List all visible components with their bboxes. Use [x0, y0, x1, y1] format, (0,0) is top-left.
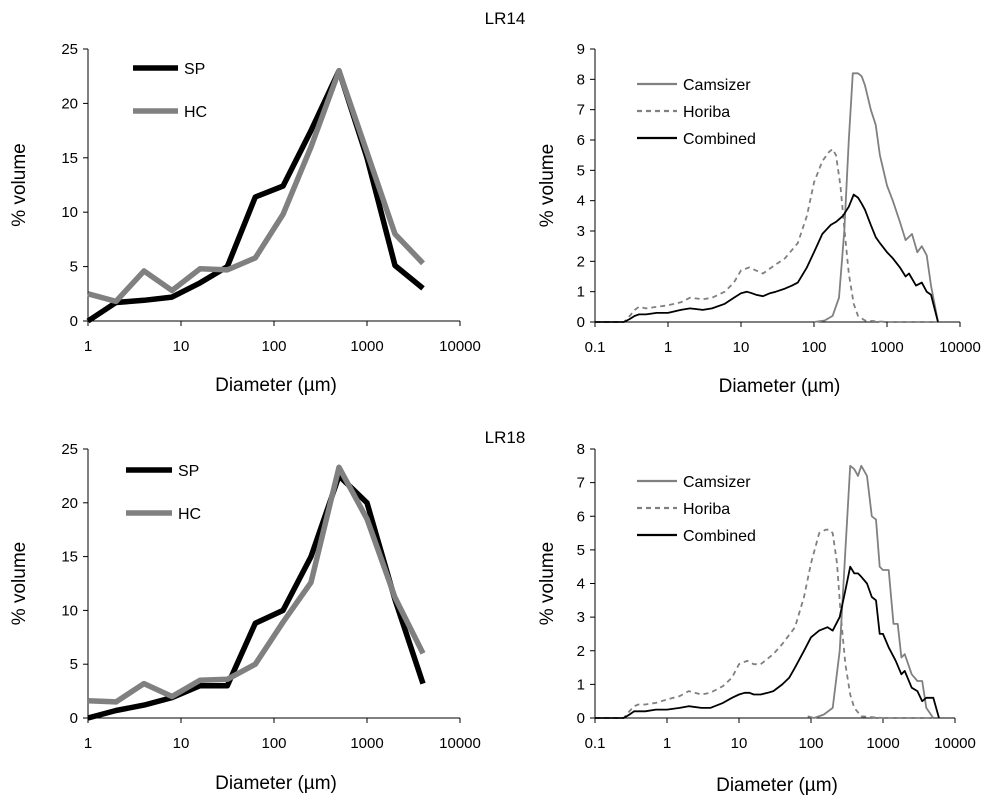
y-tick-label: 7 [577, 102, 585, 119]
x-tick-label: 1 [663, 735, 671, 752]
legend-label-horiba: Horiba [683, 501, 730, 518]
x-axis-label: Diameter (µm) [716, 775, 838, 796]
y-tick-label: 2 [577, 643, 585, 660]
series-line-horiba [595, 528, 934, 719]
chart-panel-4: 0 1 2 3 4 5 6 7 8 0.1 1 10 100 1000 10000 Diameter (µm)… [537, 441, 976, 796]
x-tick-label: 1 [84, 735, 92, 752]
y-axis-label: % volume [9, 542, 30, 625]
legend-label-combined: Combined [683, 528, 756, 545]
y-tick-label: 0 [577, 314, 585, 331]
x-tick-label: 10 [173, 338, 190, 355]
legend: SP HC [126, 463, 201, 523]
x-tick-label: 10000 [439, 338, 481, 355]
y-tick-label: 5 [577, 162, 585, 179]
y-tick-label: 5 [70, 259, 78, 276]
x-tick-label: 1 [84, 338, 92, 355]
y-tick-label: 0 [70, 313, 78, 330]
y-tick-label: 7 [577, 475, 585, 492]
x-tick-label: 0.1 [585, 735, 606, 752]
y-tick-label: 5 [577, 542, 585, 559]
y-tick-label: 8 [577, 71, 585, 88]
series-line-sp [87, 473, 426, 721]
legend-label-combined: Combined [683, 131, 756, 148]
x-tick-label: 100 [261, 735, 286, 752]
y-axis-label: % volume [9, 143, 30, 226]
x-tick-label: 1000 [866, 735, 899, 752]
y-tick-label: 0 [70, 710, 78, 727]
y-axis-label: % volume [537, 542, 558, 625]
x-tick-label: 10000 [934, 735, 976, 752]
y-tick-label: 2 [577, 253, 585, 270]
x-tick-label: 10000 [939, 339, 981, 356]
y-tick-label: 20 [61, 495, 78, 512]
x-tick-label: 1 [664, 339, 672, 356]
y-tick-label: 3 [577, 609, 585, 626]
x-axis-label: Diameter (µm) [215, 375, 337, 396]
panel-title: LR14 [485, 9, 526, 28]
x-tick-label: 100 [261, 338, 286, 355]
y-tick-label: 1 [577, 284, 585, 301]
x-tick-label: 100 [801, 339, 826, 356]
series-line-combined [595, 193, 939, 323]
x-tick-label: 100 [798, 735, 823, 752]
y-tick-label: 20 [61, 95, 78, 112]
x-axis-label: Diameter (µm) [719, 376, 841, 397]
x-tick-label: 1000 [350, 735, 383, 752]
series-line-combined [595, 565, 940, 719]
x-tick-label: 10 [173, 735, 190, 752]
y-tick-label: 8 [577, 441, 585, 458]
y-tick-label: 9 [577, 41, 585, 58]
legend-label-horiba: Horiba [683, 104, 730, 121]
x-tick-label: 1000 [870, 339, 903, 356]
y-tick-label: 15 [61, 150, 78, 167]
x-axis-label: Diameter (µm) [215, 773, 337, 794]
y-tick-label: 3 [577, 223, 585, 240]
x-tick-label: 10000 [439, 735, 481, 752]
series-line-camsizer [807, 464, 935, 719]
legend-label-camsizer: Camsizer [683, 474, 751, 491]
legend: Camsizer Horiba Combined [637, 77, 756, 148]
y-tick-label: 10 [61, 204, 78, 221]
y-tick-label: 5 [70, 656, 78, 673]
y-tick-label: 6 [577, 132, 585, 149]
chart-panel-1: 0 5 10 15 20 25 1 10 100 1000 10000 Diameter (µm) % … [9, 41, 481, 396]
y-tick-label: 25 [61, 41, 78, 58]
series-line-horiba [595, 148, 938, 323]
x-tick-label: 10 [733, 339, 750, 356]
legend-label-sp: SP [178, 463, 199, 480]
y-tick-label: 4 [577, 193, 585, 210]
y-tick-label: 1 [577, 676, 585, 693]
legend-label-hc: HC [178, 506, 201, 523]
y-tick-label: 25 [61, 441, 78, 458]
series-line-hc [87, 68, 425, 305]
y-tick-label: 4 [577, 576, 585, 593]
y-axis-label: % volume [537, 144, 558, 227]
y-tick-label: 10 [61, 602, 78, 619]
legend: SP HC [133, 61, 207, 121]
legend-label-hc: HC [184, 104, 207, 121]
x-tick-label: 0.1 [585, 339, 606, 356]
y-tick-label: 6 [577, 508, 585, 525]
x-tick-label: 10 [731, 735, 748, 752]
panel-title: LR18 [485, 428, 526, 447]
chart-panel-3: 0 5 10 15 20 25 1 10 100 1000 10000 Diameter (µm) % … [9, 441, 481, 794]
legend: Camsizer Horiba Combined [637, 474, 756, 545]
series-line-hc [87, 464, 426, 705]
chart-panel-2: 0 1 2 3 4 5 6 7 8 9 0.1 1 10 100 1000 10000 Diameter (µm… [537, 41, 981, 397]
x-tick-label: 1000 [350, 338, 383, 355]
y-tick-label: 15 [61, 549, 78, 566]
y-tick-label: 0 [577, 710, 585, 727]
series-line-camsizer [813, 72, 939, 323]
legend-label-sp: SP [184, 61, 205, 78]
legend-label-camsizer: Camsizer [683, 77, 751, 94]
